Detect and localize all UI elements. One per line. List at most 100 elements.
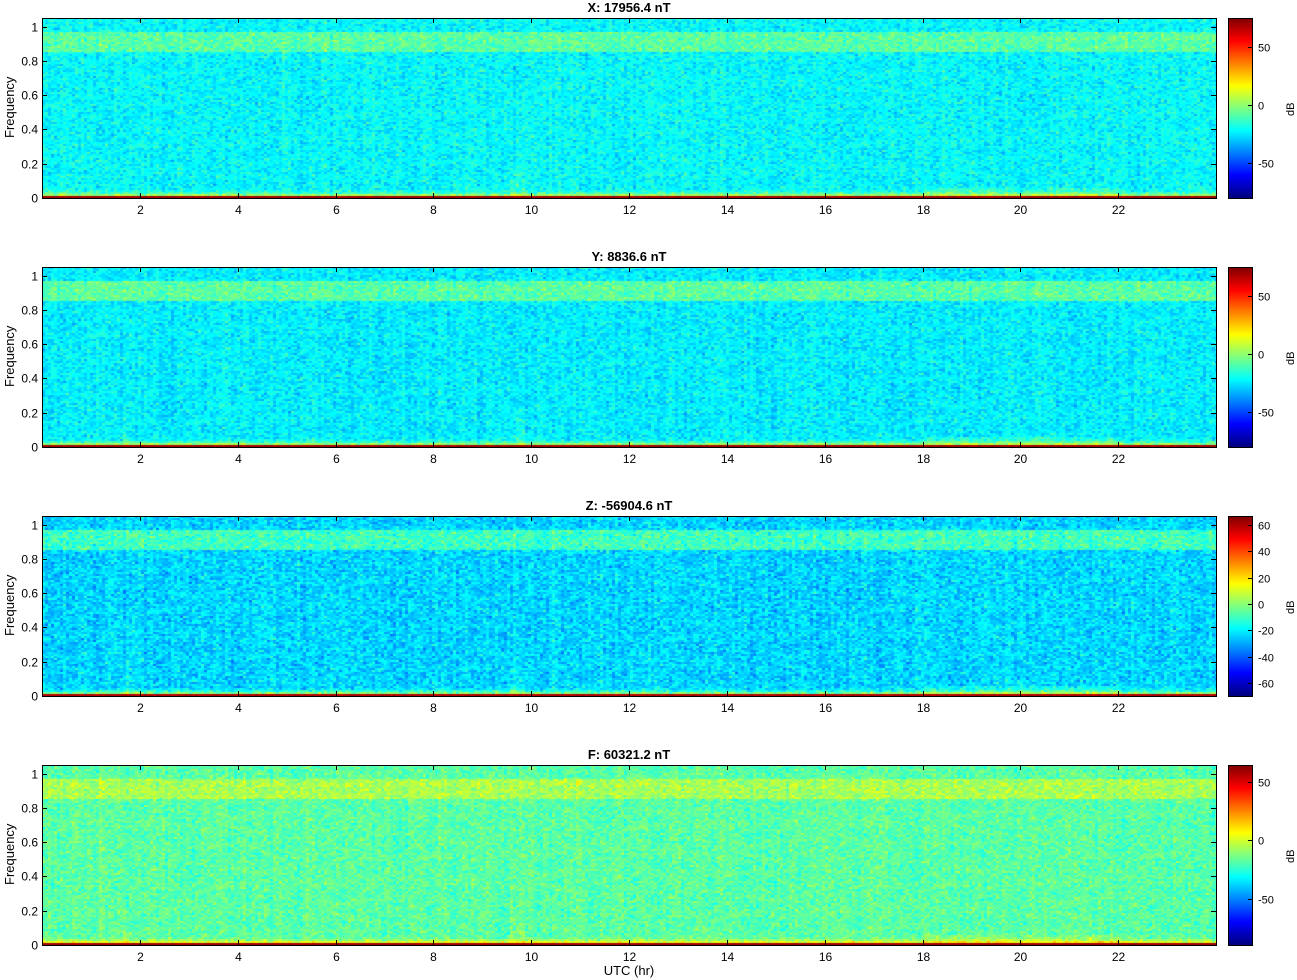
colorbar-tick-label: 50 bbox=[1258, 778, 1270, 790]
plot-frame bbox=[42, 765, 1217, 946]
spectrogram-image bbox=[42, 516, 1216, 696]
y-tick-label: 0.4 bbox=[21, 123, 38, 137]
colorbar-tick-label: -40 bbox=[1258, 653, 1274, 665]
colorbar-tick-label: 20 bbox=[1258, 574, 1270, 586]
y-tick-label: 0 bbox=[31, 192, 38, 206]
y-tick-label: 0.2 bbox=[21, 905, 38, 919]
colorbar-gradient bbox=[1228, 765, 1252, 945]
x-tick-label: 12 bbox=[623, 950, 637, 964]
colorbar-tick-label: 40 bbox=[1258, 547, 1270, 559]
x-tick-label: 2 bbox=[137, 950, 144, 964]
y-tick-label: 0.4 bbox=[21, 870, 38, 884]
x-tick-label: 18 bbox=[917, 452, 931, 466]
x-axis-label: UTC (hr) bbox=[603, 963, 655, 978]
colorbar-tick-label: 50 bbox=[1258, 292, 1270, 304]
colorbar-label: dB bbox=[1285, 849, 1297, 863]
y-tick-label: 1 bbox=[31, 768, 38, 782]
colorbar-tick-label: 0 bbox=[1258, 600, 1264, 612]
x-tick-label: 4 bbox=[235, 203, 242, 217]
y-axis-label: Frequency bbox=[2, 823, 17, 885]
colorbar-tick-label: 0 bbox=[1258, 836, 1264, 848]
x-tick-label: 16 bbox=[819, 452, 833, 466]
x-tick-label: 16 bbox=[819, 203, 833, 217]
x-tick-label: 22 bbox=[1112, 452, 1126, 466]
x-tick-label: 10 bbox=[525, 950, 539, 964]
colorbar-frame bbox=[1228, 765, 1253, 946]
x-tick-label: 8 bbox=[430, 950, 437, 964]
panel-title: X: 17956.4 nT bbox=[587, 0, 671, 15]
y-tick-label: 0.6 bbox=[21, 836, 38, 850]
x-tick-label: 4 bbox=[235, 701, 242, 715]
y-tick-label: 0.8 bbox=[21, 55, 38, 69]
colorbar-frame bbox=[1228, 516, 1253, 697]
x-tick-label: 20 bbox=[1014, 452, 1028, 466]
colorbar-frame bbox=[1228, 18, 1253, 199]
x-tick-label: 22 bbox=[1112, 203, 1126, 217]
y-tick-label: 1 bbox=[31, 21, 38, 35]
x-tick-label: 4 bbox=[235, 950, 242, 964]
spectrogram-image bbox=[42, 765, 1216, 945]
colorbar-tick-label: -50 bbox=[1258, 408, 1274, 420]
x-tick-label: 14 bbox=[721, 950, 735, 964]
x-tick-label: 12 bbox=[623, 701, 637, 715]
panel-title: F: 60321.2 nT bbox=[587, 747, 671, 762]
x-tick-label: 2 bbox=[137, 701, 144, 715]
x-tick-label: 20 bbox=[1014, 203, 1028, 217]
y-tick-label: 0.6 bbox=[21, 89, 38, 103]
x-tick-label: 14 bbox=[721, 701, 735, 715]
x-tick-label: 20 bbox=[1014, 701, 1028, 715]
spectrogram-image bbox=[42, 18, 1216, 198]
x-tick-label: 6 bbox=[333, 452, 340, 466]
x-tick-label: 14 bbox=[721, 203, 735, 217]
colorbar-gradient bbox=[1228, 516, 1252, 696]
panel-title: Y: 8836.6 nT bbox=[591, 249, 667, 264]
spectrogram-image bbox=[42, 267, 1216, 447]
colorbar-tick-label: -60 bbox=[1258, 679, 1274, 691]
y-tick-label: 0 bbox=[31, 690, 38, 704]
x-tick-label: 4 bbox=[235, 452, 242, 466]
x-tick-label: 12 bbox=[623, 203, 637, 217]
y-tick-label: 0.6 bbox=[21, 338, 38, 352]
x-tick-label: 18 bbox=[917, 701, 931, 715]
x-tick-label: 6 bbox=[333, 950, 340, 964]
colorbar-tick-label: -50 bbox=[1258, 159, 1274, 171]
x-tick-label: 10 bbox=[525, 701, 539, 715]
x-tick-label: 2 bbox=[137, 452, 144, 466]
x-tick-label: 8 bbox=[430, 203, 437, 217]
x-tick-label: 10 bbox=[525, 452, 539, 466]
x-tick-label: 8 bbox=[430, 701, 437, 715]
y-tick-label: 0.6 bbox=[21, 587, 38, 601]
y-tick-label: 1 bbox=[31, 270, 38, 284]
panel-title: Z: -56904.6 nT bbox=[585, 498, 673, 513]
x-tick-label: 6 bbox=[333, 203, 340, 217]
x-tick-label: 18 bbox=[917, 950, 931, 964]
colorbar-tick-label: 60 bbox=[1258, 521, 1270, 533]
y-tick-label: 0.2 bbox=[21, 158, 38, 172]
y-tick-label: 0 bbox=[31, 441, 38, 455]
x-tick-label: 2 bbox=[137, 203, 144, 217]
x-tick-label: 10 bbox=[525, 203, 539, 217]
y-tick-label: 0.8 bbox=[21, 802, 38, 816]
y-tick-label: 0.4 bbox=[21, 372, 38, 386]
x-tick-label: 14 bbox=[721, 452, 735, 466]
colorbar-tick-label: -50 bbox=[1258, 895, 1274, 907]
y-tick-label: 0.2 bbox=[21, 407, 38, 421]
colorbar-tick-label: 0 bbox=[1258, 101, 1264, 113]
x-tick-label: 8 bbox=[430, 452, 437, 466]
y-tick-label: 0.2 bbox=[21, 656, 38, 670]
y-tick-label: 0.8 bbox=[21, 304, 38, 318]
x-tick-label: 12 bbox=[623, 452, 637, 466]
x-tick-label: 16 bbox=[819, 950, 833, 964]
y-tick-label: 0.8 bbox=[21, 553, 38, 567]
colorbar-frame bbox=[1228, 267, 1253, 448]
x-tick-label: 18 bbox=[917, 203, 931, 217]
x-tick-label: 6 bbox=[333, 701, 340, 715]
colorbar-tick-label: -20 bbox=[1258, 626, 1274, 638]
x-tick-label: 20 bbox=[1014, 950, 1028, 964]
y-tick-label: 0.4 bbox=[21, 621, 38, 635]
colorbar-tick-label: 0 bbox=[1258, 350, 1264, 362]
